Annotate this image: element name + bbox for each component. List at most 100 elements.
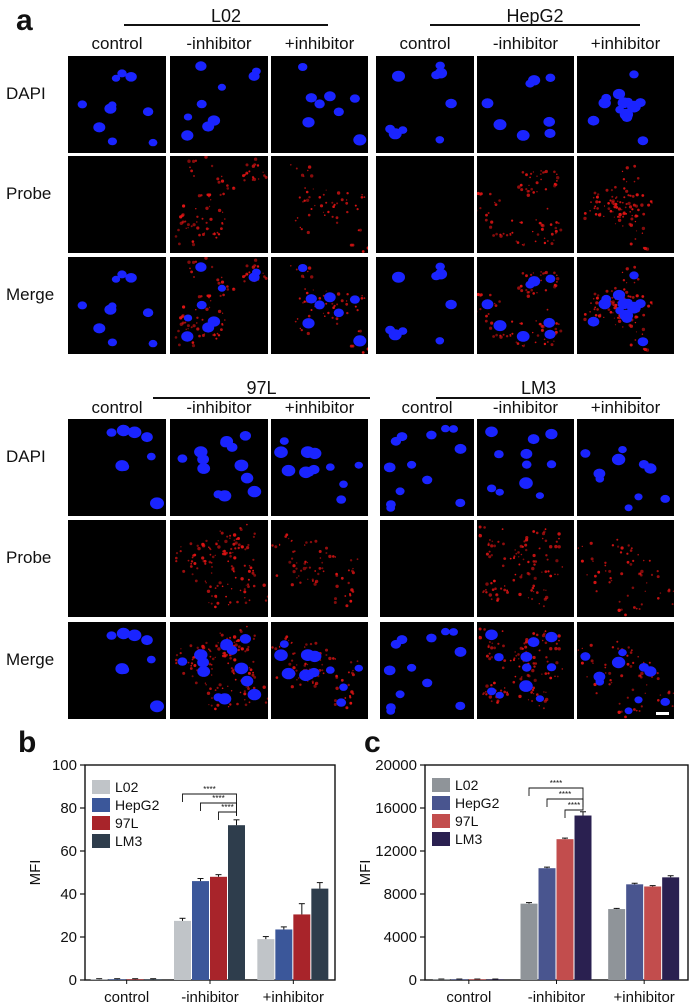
column-label: control xyxy=(91,34,143,53)
column-label: +inhibitor xyxy=(590,398,661,417)
bar-chart-b: 0 20 40 60 80 100 MFI control -inhibitor +inhibit… xyxy=(27,757,336,1005)
micrograph-tile xyxy=(577,520,674,617)
micrograph-tile xyxy=(170,156,268,253)
x-tick-label: control xyxy=(104,989,149,1005)
legend-label: L02 xyxy=(115,779,139,795)
legend-label: HepG2 xyxy=(115,797,160,813)
significance-bracket xyxy=(564,807,584,818)
micrograph-tile xyxy=(477,56,574,153)
y-tick-label: 100 xyxy=(52,757,77,774)
bar-lm3 xyxy=(311,888,329,980)
bar-lm3 xyxy=(574,815,592,980)
bar-l02 xyxy=(608,909,626,980)
group-title-hepg2: HepG2 xyxy=(506,6,564,26)
y-tick-label: 20 xyxy=(60,929,77,946)
micrograph-tile xyxy=(271,520,368,617)
micrograph-tile xyxy=(477,257,574,354)
micrograph-tile xyxy=(376,257,474,354)
bar-hepg2 xyxy=(538,868,556,980)
bar-97l xyxy=(468,979,486,980)
bar-97l xyxy=(293,914,311,980)
y-tick-label: 0 xyxy=(69,972,77,989)
panel-letter-a: a xyxy=(16,4,33,37)
micrograph-tile xyxy=(68,419,166,516)
column-label: +inhibitor xyxy=(284,398,355,417)
column-label: control xyxy=(401,398,453,417)
y-tick-label: 40 xyxy=(60,886,77,903)
column-label: -inhibitor xyxy=(492,398,559,417)
group-rule xyxy=(124,24,328,26)
group-title-l02: L02 xyxy=(210,6,242,26)
bar-hepg2 xyxy=(192,881,209,980)
bar-hepg2 xyxy=(108,979,126,980)
micrograph-tile xyxy=(271,156,368,253)
row-label-dapi: DAPI xyxy=(6,447,46,466)
micrograph-tile xyxy=(376,56,474,153)
legend-swatch xyxy=(432,778,450,792)
legend-swatch xyxy=(432,796,450,810)
bar-l02 xyxy=(257,939,275,980)
micrograph-tile xyxy=(170,520,268,617)
column-label: -inhibitor xyxy=(186,398,252,417)
group-title-lm3: LM3 xyxy=(520,378,556,398)
micrograph-tile xyxy=(477,419,574,516)
y-tick-label: 60 xyxy=(60,843,77,860)
significance-label: **** xyxy=(221,803,233,812)
micrograph-tile xyxy=(170,257,268,354)
bar-lm3 xyxy=(662,877,680,980)
y-tick-label: 0 xyxy=(409,972,417,989)
y-tick-label: 4000 xyxy=(384,929,417,946)
legend-label: 97L xyxy=(115,815,139,831)
legend-swatch xyxy=(92,816,110,830)
micrograph-tile xyxy=(376,156,474,253)
micrograph-tile xyxy=(170,56,268,153)
row-label-probe: Probe xyxy=(6,184,52,203)
bar-97l xyxy=(556,839,574,980)
group-title-97l: 97L xyxy=(246,378,277,398)
bar-l02 xyxy=(174,920,191,980)
y-tick-label: 8000 xyxy=(384,886,417,903)
bar-hepg2 xyxy=(626,884,644,980)
micrograph-tile xyxy=(271,419,368,516)
x-tick-label: control xyxy=(446,989,491,1005)
column-label: control xyxy=(399,34,451,53)
column-label: control xyxy=(91,398,143,417)
micrograph-tile xyxy=(477,622,574,719)
bar-97l xyxy=(126,979,144,980)
micrograph-tile xyxy=(271,56,368,153)
panel-letter-c: c xyxy=(364,726,381,759)
micrograph-tile xyxy=(577,257,674,354)
micrograph-tile xyxy=(271,257,368,354)
significance-bracket xyxy=(218,811,237,820)
significance-bracket xyxy=(200,802,237,816)
bar-hepg2 xyxy=(450,979,468,980)
y-tick-label: 16000 xyxy=(375,800,417,817)
x-tick-label: +inhibitor xyxy=(263,989,324,1005)
legend-swatch xyxy=(92,798,110,812)
micrograph-tile xyxy=(577,419,674,516)
row-label-merge: Merge xyxy=(6,650,55,669)
bar-chart-c: 0 4000 8000 12000 16000 20000 MFI control -inhib… xyxy=(357,757,689,1005)
significance-label: **** xyxy=(203,785,215,794)
legend-label: 97L xyxy=(455,813,479,829)
micrograph-tile xyxy=(577,156,674,253)
micrograph-tile xyxy=(577,622,674,719)
x-tick-label: +inhibitor xyxy=(614,989,675,1005)
significance-bracket xyxy=(546,798,584,808)
column-label: +inhibitor xyxy=(284,34,355,53)
legend-label: LM3 xyxy=(455,831,482,847)
micrograph-tile xyxy=(170,622,268,719)
micrograph-tile xyxy=(577,56,674,153)
column-label: -inhibitor xyxy=(492,34,559,53)
legend-swatch xyxy=(92,780,110,794)
y-tick-label: 20000 xyxy=(375,757,417,774)
bar-l02 xyxy=(432,979,450,980)
y-axis-label: MFI xyxy=(27,860,44,886)
bar-97l xyxy=(644,886,662,980)
legend-label: LM3 xyxy=(115,833,142,849)
panel-letter-b: b xyxy=(18,726,37,759)
micrograph-tile xyxy=(170,419,268,516)
x-tick-label: -inhibitor xyxy=(528,989,586,1005)
row-label-merge: Merge xyxy=(6,285,55,304)
bar-l02 xyxy=(90,979,108,980)
